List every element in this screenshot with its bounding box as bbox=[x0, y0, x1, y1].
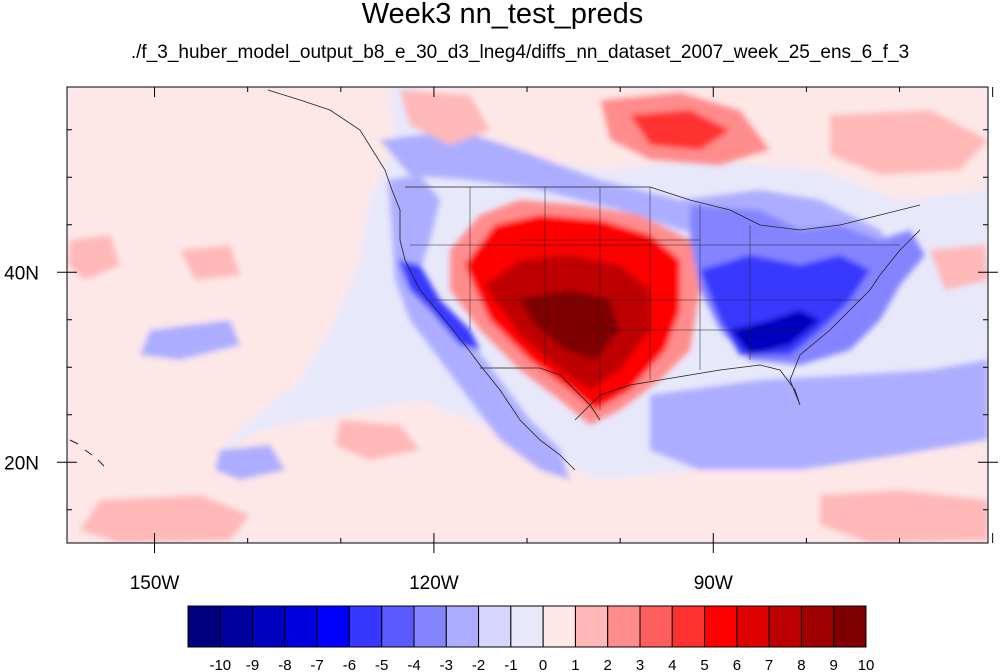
field-blue-eastern-deep bbox=[730, 310, 820, 355]
colorbar-swatch bbox=[574, 605, 609, 648]
colorbar-label: -6 bbox=[343, 657, 356, 672]
colorbar-swatch bbox=[671, 605, 706, 648]
colorbar-label: -1 bbox=[504, 657, 517, 672]
coastline-west bbox=[267, 89, 576, 471]
colorbar-swatch bbox=[542, 605, 576, 648]
colorbar-swatch bbox=[219, 605, 254, 648]
colorbar-swatch bbox=[413, 605, 447, 648]
field-red-alberta bbox=[400, 90, 490, 145]
colorbar-label: 5 bbox=[700, 657, 708, 672]
lon-tick-label: 90W bbox=[694, 573, 733, 594]
colorbar-label: -2 bbox=[472, 657, 485, 672]
colorbar-labels: -10 -9 -8 -7 -6 -5 -4 -3 -2 -1 0 1 2 3 4 5 6 7 8 9 10 bbox=[209, 657, 874, 672]
colorbar-label: 0 bbox=[539, 657, 547, 672]
map-subtitle: ./f_3_huber_model_output_b8_e_30_d3_lneg… bbox=[130, 42, 910, 63]
colorbar bbox=[187, 605, 867, 648]
colorbar-label: 9 bbox=[830, 657, 838, 672]
colorbar-label: -5 bbox=[375, 657, 388, 672]
field-red-pacific-1 bbox=[68, 235, 120, 280]
colorbar-label: 7 bbox=[765, 657, 773, 672]
map-title: Week3 nn_test_preds bbox=[361, 0, 644, 30]
colorbar-swatch bbox=[639, 605, 673, 648]
colorbar-label: 8 bbox=[797, 657, 805, 672]
field-red-pacific-2 bbox=[180, 245, 240, 280]
lat-tick-label: 20N bbox=[4, 453, 39, 474]
colorbar-swatch bbox=[510, 605, 544, 648]
field-blue-cal-coast bbox=[398, 260, 480, 350]
map-ticks bbox=[57, 87, 998, 553]
colorbar-swatch bbox=[736, 605, 770, 648]
colorbar-label: -10 bbox=[209, 657, 231, 672]
field-red-canada-core bbox=[630, 110, 730, 150]
state-grid bbox=[410, 187, 900, 410]
colorbar-label: -9 bbox=[246, 657, 259, 672]
boundary-lines bbox=[69, 89, 921, 471]
map-tick-labels: 150W 120W 90W 40N 20N bbox=[4, 263, 733, 594]
colorbar-label: -7 bbox=[310, 657, 323, 672]
colorbar-swatch bbox=[704, 605, 738, 648]
colorbar-label: 6 bbox=[733, 657, 741, 672]
colorbar-swatch bbox=[284, 605, 318, 648]
colorbar-label: -3 bbox=[440, 657, 453, 672]
field-pink-south bbox=[67, 400, 988, 543]
field-red-pacific-4 bbox=[80, 495, 250, 543]
colorbar-swatch bbox=[833, 605, 867, 648]
coastline-gulf bbox=[574, 229, 921, 421]
colorbar-swatch bbox=[768, 605, 802, 648]
field-red-caribbean bbox=[820, 490, 988, 543]
anomaly-field bbox=[67, 87, 988, 543]
colorbar-label: -8 bbox=[278, 657, 291, 672]
field-red-pacific-3 bbox=[335, 420, 420, 460]
field-blue-gulf bbox=[650, 360, 988, 470]
colorbar-label: 1 bbox=[571, 657, 579, 672]
colorbar-swatch bbox=[478, 605, 512, 648]
colorbar-swatch bbox=[348, 605, 383, 648]
field-pink-north-pacific bbox=[67, 87, 395, 505]
field-red-hudson bbox=[830, 110, 988, 175]
field-blue-pacific-east bbox=[140, 320, 240, 360]
lat-tick-label: 40N bbox=[4, 263, 39, 284]
colorbar-label: -4 bbox=[407, 657, 420, 672]
island-hawaii bbox=[69, 439, 105, 467]
colorbar-swatch bbox=[252, 605, 286, 648]
colorbar-swatch bbox=[187, 605, 221, 648]
colorbar-swatch bbox=[607, 605, 641, 648]
colorbar-swatch bbox=[316, 605, 350, 648]
lon-tick-label: 150W bbox=[130, 573, 180, 594]
border-us-canada bbox=[405, 186, 921, 231]
colorbar-swatch bbox=[445, 605, 480, 648]
colorbar-label: 3 bbox=[636, 657, 644, 672]
colorbar-swatch bbox=[381, 605, 415, 648]
colorbar-label: 2 bbox=[604, 657, 612, 672]
border-us-mexico bbox=[480, 367, 601, 421]
colorbar-swatch bbox=[800, 605, 835, 648]
field-blue-west-coast bbox=[388, 175, 570, 480]
field-blue-pacific-south bbox=[215, 445, 285, 480]
field-red-atlantic bbox=[930, 245, 988, 290]
lon-tick-label: 120W bbox=[409, 573, 459, 594]
colorbar-label: 4 bbox=[668, 657, 676, 672]
colorbar-label: 10 bbox=[858, 657, 875, 672]
